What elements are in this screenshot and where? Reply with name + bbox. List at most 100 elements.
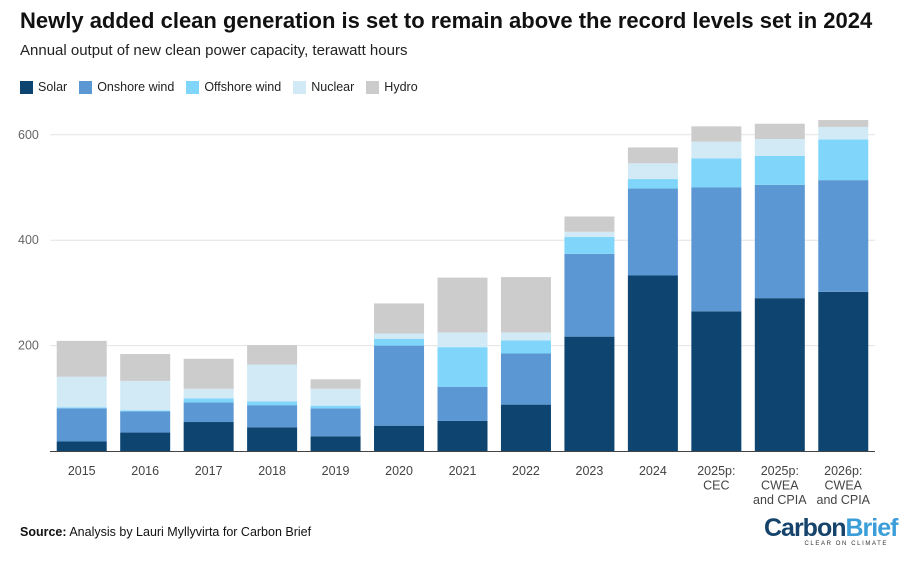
bar-onshore-wind-8 [564,253,615,337]
bar-nuclear-5 [374,333,425,339]
legend-swatch-onshore-wind [79,80,93,94]
bar-nuclear-9 [627,163,678,180]
source-label: Source: [20,525,67,539]
bar-onshore-wind-3 [247,405,298,428]
bar-onshore-wind-6 [437,386,488,421]
bar-solar-10 [691,311,742,451]
bar-offshore-wind-5 [374,338,425,346]
legend-item-nuclear: Nuclear [293,80,354,94]
legend-label-nuclear: Nuclear [311,80,355,94]
y-tick-label-200: 200 [18,339,39,353]
x-tick-label-1-0: 2016 [131,464,159,478]
legend-label-onshore-wind: Onshore wind [97,80,175,94]
carbon-brief-logo: CarbonBrief CLEAR ON CLIMATE [764,514,898,547]
source-note: Source: Analysis by Lauri Myllyvirta for… [20,525,311,539]
logo-wordmark: CarbonBrief [764,514,898,542]
bar-hydro-2 [183,358,234,389]
chart-subtitle: Annual output of new clean power capacit… [20,42,408,59]
bar-onshore-wind-5 [374,345,425,426]
bar-nuclear-8 [564,231,615,238]
bar-hydro-6 [437,277,488,333]
y-tick-label-600: 600 [18,128,39,142]
x-tick-label-12-1: CWEA [825,479,863,493]
source-text: Analysis by Lauri Myllyvirta for Carbon … [69,525,312,539]
legend-item-offshore-wind: Offshore wind [186,80,281,94]
stacked-bar-chart: 200 400 600 2015 2016 2017 2018 2019 2020 2021 202… [18,120,875,507]
x-tick-label-2-0: 2017 [195,464,223,478]
bar-offshore-wind-8 [564,237,615,254]
x-tick-label-0-0: 2015 [68,464,96,478]
x-tick-label-7-0: 2022 [512,464,540,478]
bar-hydro-7 [500,277,551,333]
bar-nuclear-6 [437,332,488,348]
bar-offshore-wind-9 [627,179,678,189]
bar-nuclear-11 [754,139,805,156]
x-tick-label-4-0: 2019 [322,464,350,478]
bar-hydro-8 [564,216,615,232]
logo-carbon: Carbon [764,514,846,542]
bar-onshore-wind-2 [183,402,234,423]
bar-hydro-1 [120,354,171,381]
bar-offshore-wind-1 [120,410,171,412]
bar-nuclear-4 [310,388,361,406]
bar-hydro-3 [247,345,298,365]
legend-swatch-offshore-wind [186,80,200,94]
bar-onshore-wind-1 [120,411,171,433]
bar-offshore-wind-12 [818,139,869,181]
legend-label-offshore-wind: Offshore wind [204,80,282,94]
x-tick-label-9-0: 2024 [639,464,667,478]
bar-solar-8 [564,336,615,451]
bar-onshore-wind-10 [691,187,742,312]
bar-onshore-wind-4 [310,408,361,437]
bar-solar-5 [374,425,425,451]
bar-offshore-wind-2 [183,398,234,403]
bar-nuclear-3 [247,364,298,402]
bar-onshore-wind-11 [754,184,805,299]
legend-item-hydro: Hydro [366,80,418,94]
bar-offshore-wind-0 [56,407,107,409]
x-tick-label-5-0: 2020 [385,464,413,478]
bar-nuclear-7 [500,332,551,341]
bar-solar-3 [247,427,298,451]
bar-solar-7 [500,404,551,451]
x-tick-label-6-0: 2021 [449,464,477,478]
x-tick-label-10-1: CEC [703,479,729,493]
x-tick-label-8-0: 2023 [576,464,604,478]
legend-item-onshore-wind: Onshore wind [79,80,174,94]
bar-hydro-5 [374,303,425,334]
bar-solar-11 [754,298,805,451]
x-tick-label-12-0: 2026p: [824,464,862,478]
legend: Solar Onshore wind Offshore wind Nuclear… [20,80,418,94]
bar-solar-1 [120,432,171,451]
legend-swatch-nuclear [293,80,307,94]
bar-nuclear-2 [183,388,234,399]
logo-tagline: CLEAR ON CLIMATE [804,541,888,547]
bar-hydro-9 [627,147,678,164]
legend-item-solar: Solar [20,80,67,94]
legend-label-hydro: Hydro [384,80,418,94]
x-tick-label-11-0: 2025p: [761,464,799,478]
bar-hydro-10 [691,126,742,142]
legend-swatch-hydro [366,80,380,94]
y-tick-label-400: 400 [18,233,39,247]
bar-offshore-wind-6 [437,347,488,387]
bar-nuclear-0 [56,376,107,408]
x-tick-label-3-0: 2018 [258,464,286,478]
legend-swatch-solar [20,80,33,94]
x-tick-label-11-2: and CPIA [753,493,807,507]
x-tick-label-11-1: CWEA [761,479,799,493]
bar-offshore-wind-3 [247,401,298,406]
bar-onshore-wind-7 [500,353,551,405]
bar-offshore-wind-7 [500,340,551,354]
x-tick-label-12-2: and CPIA [817,493,871,507]
bar-hydro-12 [818,120,869,127]
bar-hydro-11 [754,123,805,140]
bar-nuclear-10 [691,141,742,159]
bar-onshore-wind-12 [818,180,869,292]
bar-solar-6 [437,420,488,451]
bar-offshore-wind-4 [310,405,361,409]
bar-offshore-wind-11 [754,155,805,185]
legend-label-solar: Solar [38,80,68,94]
bar-solar-4 [310,436,361,451]
bar-hydro-4 [310,379,361,389]
